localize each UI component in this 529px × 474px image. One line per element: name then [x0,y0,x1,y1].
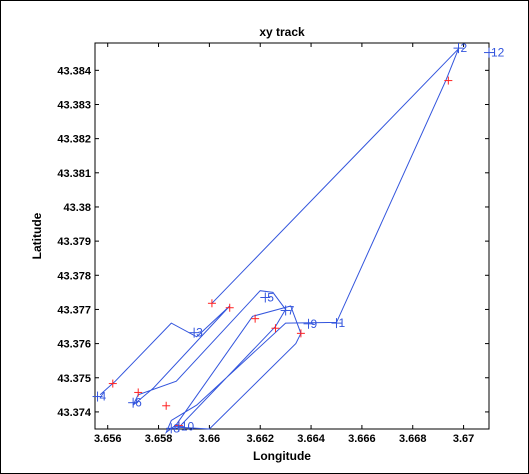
waypoint-marker: 7 [280,303,295,317]
red-plus-marker [108,379,117,388]
chart-title: xy track [259,25,305,39]
waypoint-marker: 2 [453,41,467,55]
y-axis-label: Latitude [30,212,44,259]
waypoint-label: 8 [173,421,180,435]
axis-ticks: 3.656 3.658 3.66 3.662 3.664 3.666 3.668 3.6743… [57,43,489,445]
y-tick-label: 43.376 [57,339,91,351]
plot-area [94,42,490,430]
x-tick-label: 3.662 [246,433,274,445]
x-tick-label: 3.668 [399,433,427,445]
waypoint-marker: 4 [92,390,107,404]
x-tick-label: 3.664 [297,433,325,445]
y-tick-label: 43.379 [57,236,91,248]
waypoint-label: 6 [135,396,142,410]
y-tick-label: 43.381 [57,168,91,180]
waypoint-label: 4 [100,390,107,404]
red-plus-marker [134,388,143,397]
red-plus-marker [444,76,453,85]
y-tick-label: 43.384 [57,65,92,77]
waypoint-label: 5 [267,290,274,304]
y-tick-label: 43.382 [57,134,91,146]
x-tick-label: 3.666 [348,433,376,445]
waypoint-label: 9 [311,317,318,331]
waypoint-label: 7 [288,303,295,317]
x-tick-label: 3.67 [453,433,474,445]
y-tick-label: 43.378 [57,270,91,282]
waypoint-label: 2 [460,41,467,55]
red-plus-marker [162,401,171,410]
track-line [99,48,459,434]
waypoint-marker: 5 [260,290,274,304]
waypoint-marker: 10 [173,420,195,434]
y-tick-label: 43.38 [63,202,91,214]
waypoint-marker: 1 [331,316,345,330]
y-tick-label: 43.383 [57,99,91,111]
x-axis-label: Longitude [253,449,311,463]
waypoint-marker: 6 [128,396,142,410]
waypoint-label: 10 [181,420,195,434]
waypoint-marker: 8 [166,421,180,435]
red-plus-marker [207,299,216,308]
red-plus-marker [296,329,305,338]
y-tick-label: 43.377 [57,304,91,316]
waypoint-marker: 3 [189,326,203,340]
waypoint-label: 1 [338,316,345,330]
x-tick-label: 3.656 [94,433,122,445]
x-tick-label: 3.658 [145,433,173,445]
red-plus-marker [251,314,260,323]
x-tick-label: 3.66 [199,433,220,445]
waypoint-marker: 12 [484,46,505,60]
y-tick-label: 43.374 [57,407,92,419]
waypoint-label: 12 [491,46,505,60]
track-series [99,48,459,434]
waypoint-label: 3 [196,326,203,340]
red-plus-marker [271,324,280,333]
waypoint-marker: 9 [303,317,318,331]
y-tick-label: 43.375 [57,373,91,385]
red-plus-marker [225,303,234,312]
